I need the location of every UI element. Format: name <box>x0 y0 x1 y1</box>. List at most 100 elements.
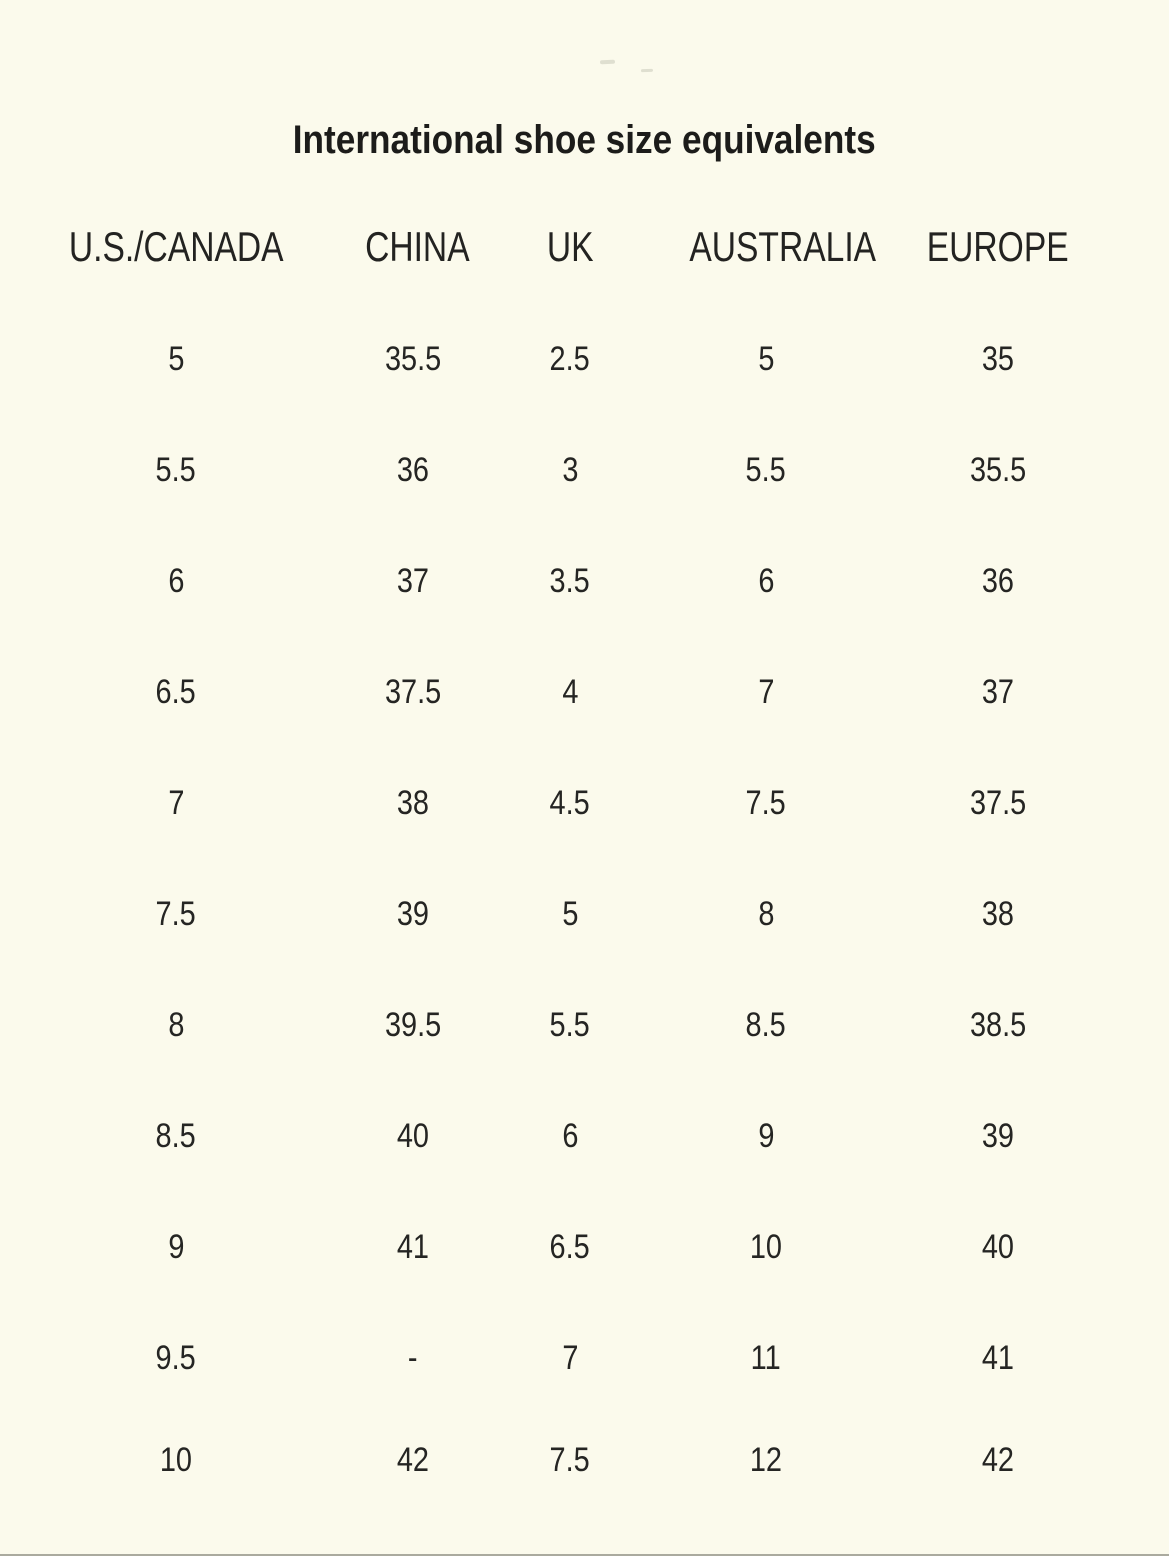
table-cell: 6.5 <box>474 1192 666 1303</box>
cell-value: 6 <box>561 1117 579 1155</box>
table-cell: 39.5 <box>352 970 474 1081</box>
table-cell: 3.5 <box>474 526 666 637</box>
cell-value: - <box>408 1339 418 1377</box>
cell-value: 3.5 <box>549 562 591 600</box>
smudge-mark <box>599 59 616 65</box>
table-cell: 42 <box>866 1414 1130 1506</box>
table-cell: 4.5 <box>474 748 666 859</box>
column-header-us-canada: U.S./CANADA <box>0 190 352 304</box>
table-row: 5.5 36 3 5.5 35.5 <box>0 415 1130 526</box>
table-cell: 38 <box>352 748 474 859</box>
table-cell: - <box>352 1303 474 1414</box>
table-cell: 37 <box>352 526 474 637</box>
table-cell: 36 <box>866 526 1130 637</box>
table-cell: 42 <box>352 1414 474 1506</box>
table-cell: 4 <box>474 637 666 748</box>
column-header-label: U.S./CANADA <box>68 223 284 270</box>
table-cell: 41 <box>866 1303 1130 1414</box>
table-cell: 10 <box>666 1192 866 1303</box>
cell-value: 7 <box>561 1339 579 1377</box>
table-cell: 35.5 <box>866 415 1130 526</box>
table-cell: 9 <box>0 1192 352 1303</box>
cell-value: 10 <box>749 1228 783 1266</box>
cell-value: 35.5 <box>969 451 1027 489</box>
table-cell: 35.5 <box>352 304 474 415</box>
cell-value: 38 <box>981 895 1015 933</box>
column-header-china: CHINA <box>352 190 474 304</box>
table-cell: 5.5 <box>0 415 352 526</box>
table-cell: 7 <box>474 1303 666 1414</box>
table-row: 9 41 6.5 10 40 <box>0 1192 1130 1303</box>
cell-value: 5 <box>561 895 579 933</box>
table-cell: 6 <box>0 526 352 637</box>
table-cell: 38.5 <box>866 970 1130 1081</box>
table-cell: 35 <box>866 304 1130 415</box>
cell-value: 12 <box>749 1440 783 1479</box>
table-cell: 7.5 <box>474 1414 666 1506</box>
table-cell: 5.5 <box>666 415 866 526</box>
column-header-australia: AUSTRALIA <box>666 190 876 304</box>
cell-value: 8 <box>757 895 775 933</box>
column-header-label: EUROPE <box>927 223 1069 270</box>
table-cell: 7 <box>0 748 352 859</box>
cell-value: 3 <box>561 451 579 489</box>
table-cell: 12 <box>666 1414 866 1506</box>
cell-value: 41 <box>396 1228 430 1266</box>
cell-value: 4.5 <box>549 784 591 822</box>
table-cell: 5.5 <box>474 970 666 1081</box>
cell-value: 8.5 <box>155 1117 197 1155</box>
cell-value: 42 <box>396 1440 430 1479</box>
cell-value: 39.5 <box>384 1006 442 1044</box>
table-cell: 37.5 <box>866 748 1130 859</box>
table-cell: 5 <box>0 304 352 415</box>
table-cell: 6 <box>474 1081 666 1192</box>
cell-value: 9 <box>167 1228 185 1266</box>
cell-value: 37 <box>396 562 430 600</box>
cell-value: 39 <box>981 1117 1015 1155</box>
cell-value: 38.5 <box>969 1006 1027 1044</box>
cell-value: 9 <box>757 1117 775 1155</box>
table-cell: 39 <box>866 1081 1130 1192</box>
table-cell: 40 <box>352 1081 474 1192</box>
table-cell: 7 <box>666 637 866 748</box>
cell-value: 9.5 <box>155 1339 197 1377</box>
cell-value: 41 <box>981 1339 1015 1377</box>
column-header-label: UK <box>546 223 594 270</box>
table-row: 10 42 7.5 12 42 <box>0 1414 1130 1506</box>
table-cell: 8.5 <box>0 1081 352 1192</box>
cell-value: 8.5 <box>745 1006 787 1044</box>
cell-value: 6 <box>757 562 775 600</box>
table-cell: 7.5 <box>0 859 352 970</box>
table-cell: 36 <box>352 415 474 526</box>
table-row: 8 39.5 5.5 8.5 38.5 <box>0 970 1130 1081</box>
cell-value: 42 <box>981 1440 1015 1479</box>
table-cell: 8.5 <box>666 970 866 1081</box>
table-cell: 11 <box>666 1303 866 1414</box>
table-row: 6 37 3.5 6 36 <box>0 526 1130 637</box>
table-row: 7.5 39 5 8 38 <box>0 859 1130 970</box>
column-header-label: CHINA <box>365 223 470 270</box>
cell-value: 7 <box>167 784 185 822</box>
column-header-label: AUSTRALIA <box>689 223 877 270</box>
table-cell: 8 <box>0 970 352 1081</box>
cell-value: 36 <box>981 562 1015 600</box>
cell-value: 40 <box>396 1117 430 1155</box>
cell-value: 7.5 <box>549 1440 591 1479</box>
page-title-text: International shoe size equivalents <box>293 118 876 162</box>
cell-value: 39 <box>396 895 430 933</box>
cell-value: 4 <box>561 673 579 711</box>
shoe-size-table: U.S./CANADA CHINA UK AUSTRALIA EUROPE 5 … <box>0 190 1130 1506</box>
table-row: 6.5 37.5 4 7 37 <box>0 637 1130 748</box>
cell-value: 35.5 <box>384 340 442 378</box>
table-row: 9.5 - 7 11 41 <box>0 1303 1130 1414</box>
table-cell: 40 <box>866 1192 1130 1303</box>
cell-value: 11 <box>750 1339 781 1377</box>
table-cell: 5 <box>666 304 866 415</box>
cell-value: 5.5 <box>745 451 787 489</box>
cell-value: 2.5 <box>549 340 591 378</box>
cell-value: 40 <box>981 1228 1015 1266</box>
cell-value: 6 <box>167 562 185 600</box>
cell-value: 37 <box>981 673 1015 711</box>
cell-value: 6.5 <box>549 1228 591 1266</box>
